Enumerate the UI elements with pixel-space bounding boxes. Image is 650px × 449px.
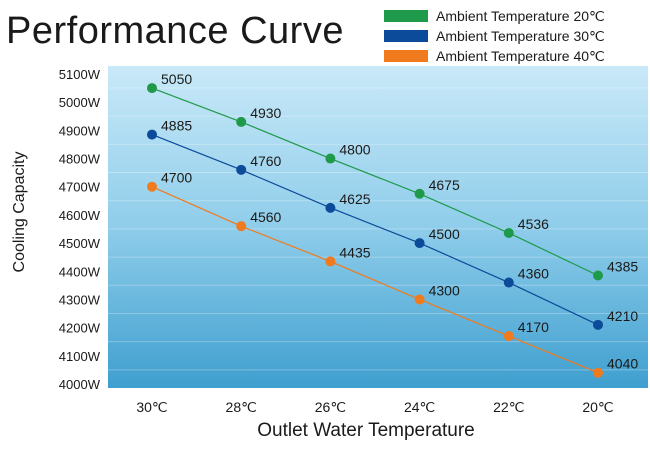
- legend-swatch-40: [384, 50, 428, 62]
- x-axis-ticks: 30℃ 28℃ 26℃ 24℃ 22℃ 20℃: [136, 399, 613, 415]
- legend-swatch-30: [384, 30, 428, 42]
- series-line: [151, 186, 599, 374]
- series-point: [414, 294, 425, 305]
- data-label: 4800: [339, 142, 370, 158]
- series-line: [151, 87, 599, 277]
- data-labels: 5050 4930 4800 4675 4536 4385 4885 4760 4625 4500…: [161, 71, 638, 372]
- legend-label-20: Ambient Temperature 20℃: [436, 7, 605, 24]
- y-tick-label: 4400W: [59, 264, 101, 279]
- series-point: [503, 331, 514, 342]
- data-label: 4040: [607, 356, 638, 372]
- chart-title: Performance Curve: [6, 10, 344, 52]
- x-tick-label: 24℃: [404, 399, 435, 415]
- y-tick-label: 4800W: [59, 152, 101, 167]
- series-point: [325, 153, 336, 164]
- series-point: [593, 367, 603, 378]
- y-axis-title: Cooling Capacity: [11, 152, 28, 273]
- legend-item-40: Ambient Temperature 40℃: [384, 46, 605, 66]
- series-point: [147, 129, 157, 140]
- data-label: 5050: [161, 71, 192, 87]
- y-tick-label: 4300W: [59, 292, 101, 307]
- y-tick-label: 4100W: [59, 349, 101, 364]
- y-tick-label: 4200W: [59, 321, 101, 336]
- data-label: 4675: [429, 177, 460, 193]
- series-points: [147, 83, 603, 378]
- data-label: 4560: [250, 209, 281, 225]
- series-point: [236, 164, 247, 175]
- legend-item-30: Ambient Temperature 30℃: [384, 26, 605, 46]
- x-tick-label: 20℃: [582, 399, 613, 415]
- series-point: [414, 238, 425, 249]
- series-lines: [151, 87, 599, 374]
- series-point: [593, 319, 603, 330]
- data-label: 4360: [518, 266, 549, 282]
- legend: Ambient Temperature 20℃ Ambient Temperat…: [384, 6, 605, 66]
- series-point: [236, 221, 247, 232]
- series-point: [593, 270, 603, 281]
- data-label: 4210: [607, 308, 638, 324]
- y-tick-label: 5000W: [59, 95, 101, 110]
- y-tick-label: 4700W: [59, 180, 101, 195]
- data-label: 4760: [250, 153, 281, 169]
- y-tick-label: 4600W: [59, 208, 101, 223]
- data-label: 4435: [339, 244, 370, 260]
- y-tick-label: 4500W: [59, 236, 101, 251]
- series-point: [147, 83, 157, 94]
- data-label: 4170: [518, 319, 549, 335]
- data-label: 4500: [429, 226, 460, 242]
- x-tick-label: 22℃: [493, 399, 524, 415]
- series-point: [147, 181, 157, 192]
- legend-label-40: Ambient Temperature 40℃: [436, 47, 605, 64]
- data-label: 4930: [250, 105, 281, 121]
- data-label: 4536: [518, 216, 549, 232]
- plot-bands: [108, 87, 648, 399]
- series-point: [325, 256, 336, 267]
- y-tick-label: 4900W: [59, 123, 101, 138]
- x-axis-title: Outlet Water Temperature: [257, 420, 475, 441]
- data-label: 4625: [339, 191, 370, 207]
- series-point: [503, 227, 514, 238]
- data-label: 4300: [429, 282, 460, 298]
- series-point: [325, 202, 336, 213]
- x-tick-label: 28℃: [226, 399, 257, 415]
- data-label: 4700: [161, 170, 192, 186]
- x-tick-label: 30℃: [136, 399, 167, 415]
- data-label: 4385: [607, 259, 638, 275]
- y-tick-label: 4000W: [59, 377, 101, 392]
- series-point: [414, 188, 425, 199]
- series-line: [151, 134, 599, 326]
- series-point: [503, 277, 514, 288]
- y-tick-label: 5100W: [59, 67, 101, 82]
- legend-item-20: Ambient Temperature 20℃: [384, 6, 605, 26]
- y-axis-ticks: 4000W 4100W 4200W 4300W 4400W 4500W 4600W 4700W…: [59, 67, 101, 392]
- data-label: 4885: [161, 118, 192, 134]
- legend-label-30: Ambient Temperature 30℃: [436, 27, 605, 44]
- series-point: [236, 116, 247, 127]
- legend-swatch-20: [384, 10, 428, 22]
- x-tick-label: 26℃: [315, 399, 346, 415]
